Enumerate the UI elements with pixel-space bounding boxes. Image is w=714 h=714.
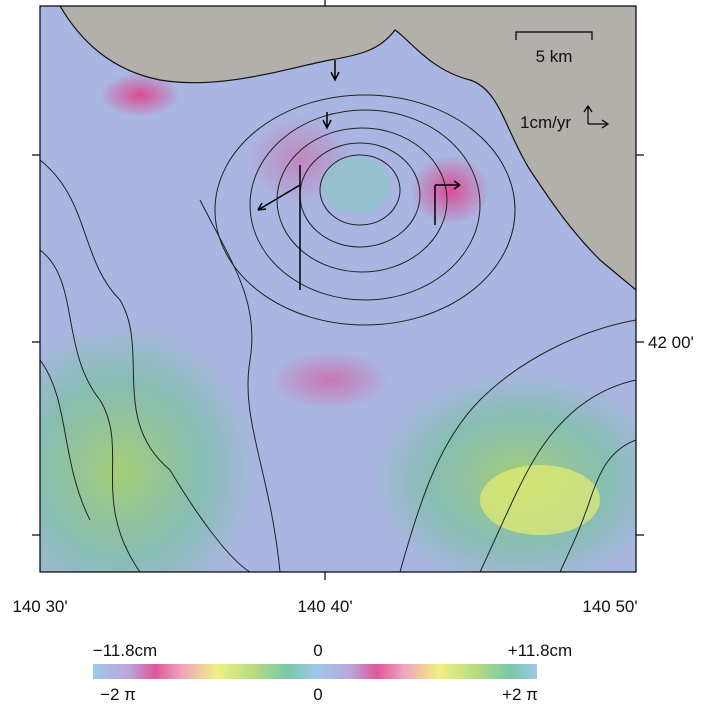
colorbar-bottom-label: −2 π bbox=[100, 685, 136, 704]
colorbar-top-label: −11.8cm bbox=[93, 641, 157, 660]
scale-bar-label: 5 km bbox=[536, 47, 573, 66]
map-area bbox=[0, 6, 670, 620]
colorbar bbox=[93, 664, 537, 679]
colorbar-top-label: 0 bbox=[313, 641, 322, 660]
velocity-scale-label: 1cm/yr bbox=[520, 113, 571, 132]
colorbar-bottom-label: +2 π bbox=[502, 685, 538, 704]
interferogram-map: 5 km 1cm/yr 42 00' 140 30' 140 40' 140 5… bbox=[0, 0, 714, 709]
lon-label: 140 30' bbox=[12, 597, 67, 616]
colorbar-bottom-label: 0 bbox=[313, 685, 322, 704]
colorbar-top-label: +11.8cm bbox=[508, 641, 572, 660]
lon-label: 140 50' bbox=[582, 597, 637, 616]
lat-label: 42 00' bbox=[648, 333, 694, 352]
lon-label: 140 40' bbox=[297, 597, 352, 616]
